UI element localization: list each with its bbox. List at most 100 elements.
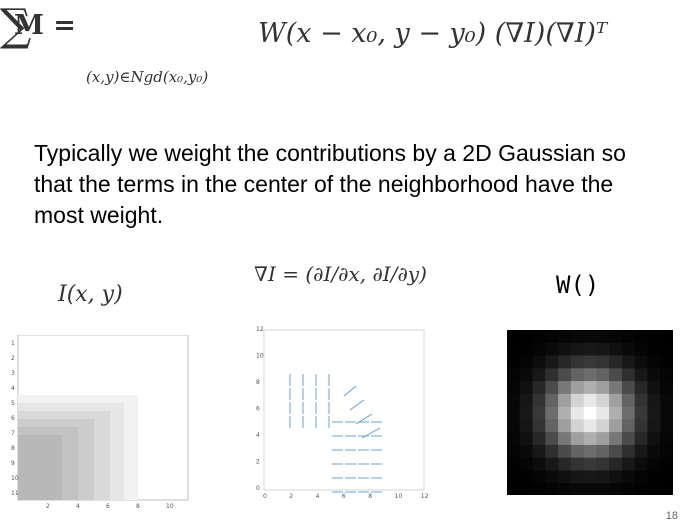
- gaussian-cell: [583, 432, 597, 446]
- gaussian-cell: [532, 342, 546, 356]
- x-tick-label: 4: [76, 503, 80, 510]
- gaussian-cell: [609, 355, 623, 369]
- gaussian-cell: [647, 355, 661, 369]
- y-tick-label: 11: [11, 490, 19, 497]
- gaussian-cell: [609, 483, 623, 495]
- x-tick-label: 6: [342, 493, 346, 500]
- gaussian-cell: [519, 419, 533, 433]
- gaussian-cell: [532, 330, 546, 344]
- gaussian-cell: [660, 483, 673, 495]
- gaussian-cell: [660, 419, 673, 433]
- gaussian-cell: [660, 330, 673, 344]
- gaussian-cell: [621, 470, 635, 484]
- y-tick-label: 10: [256, 353, 264, 360]
- gaussian-cell: [583, 381, 597, 395]
- gaussian-cell: [621, 355, 635, 369]
- y-tick-label: 12: [256, 326, 264, 333]
- gaussian-cell: [596, 470, 610, 484]
- gaussian-cell: [596, 457, 610, 471]
- gaussian-cell: [621, 444, 635, 458]
- gaussian-cell: [532, 393, 546, 407]
- gaussian-cell: [558, 419, 572, 433]
- gaussian-cell: [519, 457, 533, 471]
- gaussian-cell: [507, 470, 521, 484]
- gaussian-cell: [634, 432, 648, 446]
- gaussian-cell: [583, 330, 597, 344]
- image-block-6: [18, 435, 62, 500]
- gaussian-cell: [621, 457, 635, 471]
- gaussian-cell: [634, 483, 648, 495]
- gaussian-cell: [634, 393, 648, 407]
- gaussian-cell: [570, 470, 584, 484]
- gaussian-cell: [660, 368, 673, 382]
- y-tick-label: 10: [11, 475, 19, 482]
- gaussian-cell: [596, 368, 610, 382]
- x-tick-label: 2: [289, 493, 293, 500]
- gaussian-cell: [647, 381, 661, 395]
- gaussian-cell: [621, 419, 635, 433]
- gaussian-cell: [570, 444, 584, 458]
- gaussian-cell: [634, 355, 648, 369]
- gaussian-cell: [621, 381, 635, 395]
- gaussian-cell: [596, 381, 610, 395]
- gaussian-cell: [532, 470, 546, 484]
- gaussian-cell: [583, 444, 597, 458]
- gaussian-cell: [609, 457, 623, 471]
- gaussian-cell: [583, 342, 597, 356]
- y-tick-label: 2: [256, 459, 260, 466]
- gaussian-cell: [570, 457, 584, 471]
- gaussian-cell: [660, 457, 673, 471]
- gaussian-cell: [570, 368, 584, 382]
- gaussian-cell: [621, 330, 635, 344]
- x-tick-label: 10: [166, 503, 174, 510]
- gaussian-cell: [532, 381, 546, 395]
- gaussian-cell: [596, 419, 610, 433]
- gaussian-cell: [558, 483, 572, 495]
- gaussian-cell: [532, 355, 546, 369]
- gaussian-cell: [519, 483, 533, 495]
- gaussian-cell: [545, 330, 559, 344]
- x-tick-label: 2: [46, 503, 50, 510]
- gaussian-cell: [596, 393, 610, 407]
- gaussian-cell: [532, 419, 546, 433]
- gaussian-cell: [507, 381, 521, 395]
- gaussian-cell: [558, 355, 572, 369]
- gaussian-cell: [634, 330, 648, 344]
- gaussian-cell: [583, 355, 597, 369]
- gaussian-cell: [545, 355, 559, 369]
- gaussian-cell: [583, 470, 597, 484]
- gaussian-cell: [583, 483, 597, 495]
- summation-symbol: ∑: [0, 0, 32, 51]
- gaussian-cell: [519, 406, 533, 420]
- gaussian-cell: [621, 393, 635, 407]
- gaussian-cell: [545, 368, 559, 382]
- gaussian-cell: [634, 470, 648, 484]
- gaussian-cell: [545, 470, 559, 484]
- gaussian-cell: [660, 381, 673, 395]
- gaussian-cell: [660, 355, 673, 369]
- gaussian-cell: [596, 355, 610, 369]
- page-number: 18: [665, 510, 678, 522]
- gaussian-cell: [609, 393, 623, 407]
- gaussian-cell: [647, 368, 661, 382]
- gaussian-cell: [583, 368, 597, 382]
- gradient-arrow: [349, 399, 365, 411]
- gaussian-window-image: [507, 330, 673, 495]
- gaussian-cell: [583, 393, 597, 407]
- gaussian-cell: [647, 483, 661, 495]
- gaussian-cell: [558, 342, 572, 356]
- gaussian-cell: [545, 381, 559, 395]
- gaussian-cell: [621, 432, 635, 446]
- gaussian-cell: [609, 432, 623, 446]
- gaussian-cell: [609, 419, 623, 433]
- gaussian-cell: [570, 406, 584, 420]
- gaussian-cell: [634, 406, 648, 420]
- gaussian-cell: [570, 483, 584, 495]
- gaussian-cell: [545, 342, 559, 356]
- gaussian-cell: [609, 330, 623, 344]
- gaussian-cell: [570, 355, 584, 369]
- gaussian-cell: [570, 342, 584, 356]
- gaussian-cell: [660, 342, 673, 356]
- gaussian-cell: [519, 381, 533, 395]
- gaussian-cell: [634, 342, 648, 356]
